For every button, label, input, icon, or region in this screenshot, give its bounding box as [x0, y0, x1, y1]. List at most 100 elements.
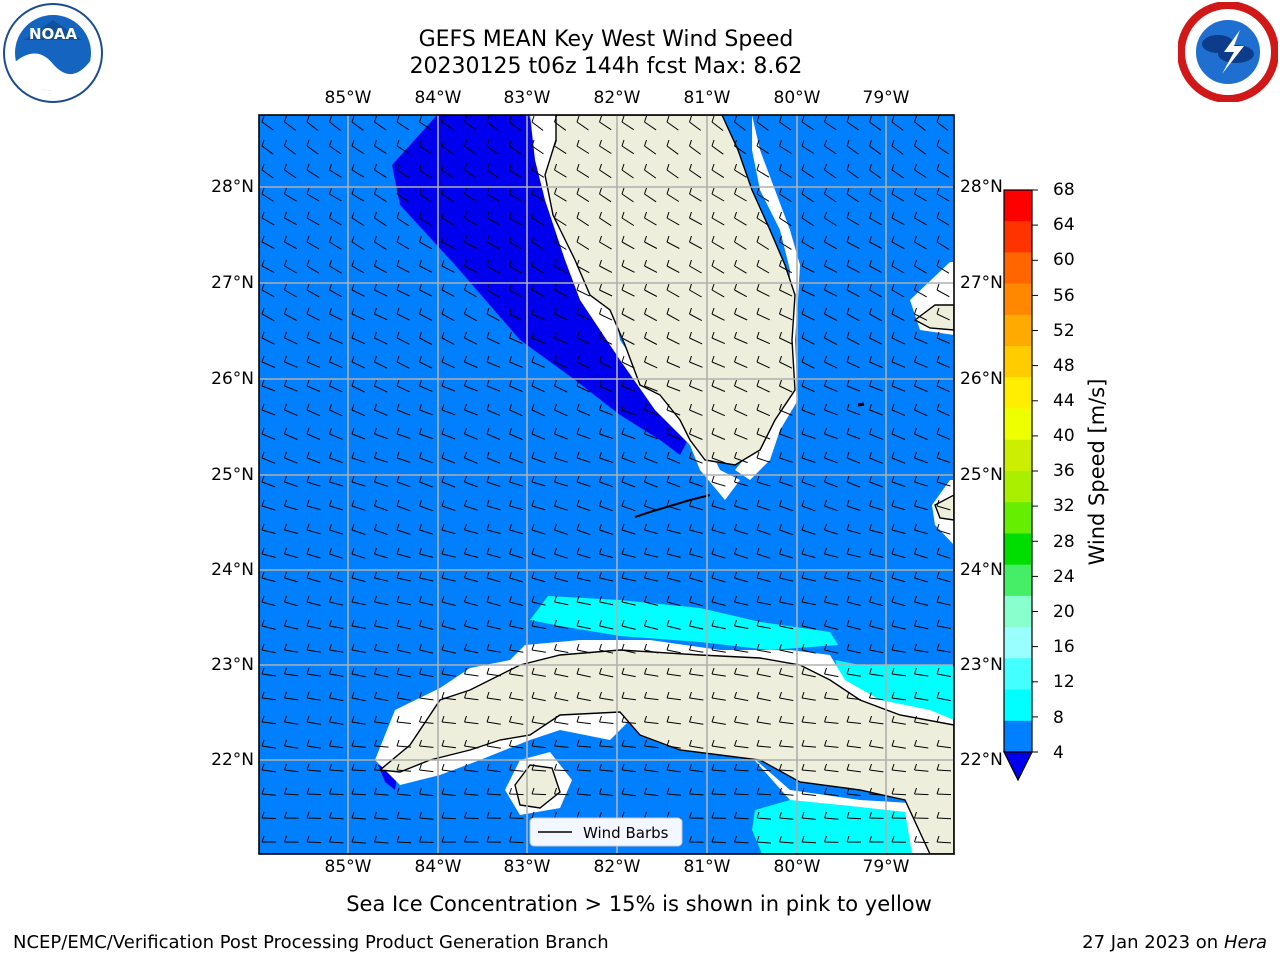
wind-barb: [464, 691, 479, 701]
wind-barb: [464, 619, 479, 630]
wind-barb: [509, 115, 521, 131]
wind-barb: [396, 283, 410, 297]
wind-barb: [441, 547, 456, 558]
wind-barb: [464, 259, 478, 274]
wind-barb: [711, 715, 726, 725]
wind-barb: [374, 331, 388, 345]
wind-barb: [599, 259, 613, 273]
wind-barb: [441, 763, 456, 773]
wind-barb: [644, 619, 659, 630]
wind-barb: [644, 235, 658, 249]
wind-barb: [419, 451, 433, 464]
wind-barb: [261, 619, 276, 630]
wind-barb: [509, 307, 523, 321]
wind-barb: [621, 379, 636, 392]
wind-barb: [621, 667, 636, 678]
wind-barb: [464, 499, 479, 511]
wind-barb: [869, 667, 884, 677]
wind-barb: [846, 283, 860, 298]
wind-barb: [554, 763, 569, 772]
wind-barb: [576, 115, 589, 131]
wind-barb: [824, 355, 838, 369]
wind-barb: [936, 715, 951, 725]
wind-barb: [756, 427, 771, 440]
wind-barb: [554, 331, 568, 345]
wind-barb: [779, 595, 794, 606]
wind-barb: [464, 283, 477, 298]
wind-barb: [374, 115, 387, 131]
wind-barb: [689, 307, 703, 322]
wind-barb: [464, 571, 479, 583]
wind-barb: [914, 691, 929, 701]
wind-barb: [509, 739, 524, 749]
wind-barb: [351, 547, 366, 559]
wind-barb: [914, 451, 928, 464]
wind-barb: [689, 283, 702, 298]
wind-barb: [824, 163, 837, 179]
wind-barb: [689, 667, 704, 677]
wind-barb: [936, 259, 950, 274]
wind-barb: [711, 571, 726, 583]
wind-barb: [396, 547, 411, 559]
wind-barb: [936, 451, 951, 464]
wind-barb: [261, 307, 275, 322]
wind-barb: [711, 643, 726, 653]
wind-barb: [599, 307, 613, 321]
wind-barb: [486, 283, 500, 298]
sea-ice-note: Sea Ice Concentration > 15% is shown in …: [346, 892, 932, 916]
wind-barb: [396, 763, 411, 772]
wind-barb: [374, 475, 388, 487]
wind-barb: [419, 811, 434, 820]
colorbar-segment: [1004, 720, 1032, 753]
wind-barb: [531, 355, 546, 369]
colorbar-segment: [1004, 252, 1032, 285]
wind-barb: [599, 739, 614, 748]
lon-label-bottom: 79°W: [862, 857, 910, 877]
wind-barb: [351, 691, 366, 702]
wind-barb: [329, 619, 344, 629]
wind-barb: [464, 139, 477, 155]
wind-barb: [261, 475, 276, 488]
wind-barb: [441, 643, 456, 654]
wind-barb: [486, 355, 501, 368]
wind-barb: [621, 427, 636, 440]
wind-barb: [531, 739, 546, 749]
wind-barb: [329, 835, 344, 844]
wind-barb: [891, 571, 906, 583]
wind-barb: [846, 691, 861, 701]
wind-barb: [711, 139, 724, 155]
wind-barb: [351, 235, 365, 250]
wind-barb: [576, 187, 590, 203]
wind-barb: [711, 835, 727, 844]
wind-barb: [351, 763, 367, 772]
wind-barb: [846, 211, 860, 226]
wind-barb: [846, 667, 861, 677]
wind-barb: [419, 595, 434, 606]
wind-barb: [464, 811, 479, 819]
wind-barb: [486, 235, 500, 250]
wind-barb: [801, 499, 816, 512]
wind-barb: [531, 787, 547, 796]
wind-barb: [801, 235, 815, 250]
wind-barb: [554, 163, 567, 178]
wind-barb: [261, 163, 274, 179]
wind-barb: [351, 571, 366, 583]
wind-barb: [936, 619, 951, 629]
wind-barb: [891, 619, 906, 630]
wind-barb: [914, 427, 928, 440]
wind-barb: [329, 715, 344, 725]
wind-barb: [576, 355, 590, 369]
wind-barb: [396, 595, 411, 606]
wind-barb: [734, 283, 748, 298]
wind-barb: [756, 211, 770, 226]
wind-barb: [644, 523, 659, 535]
wind-barb: [914, 835, 929, 844]
nws-logo-icon: [1177, 1, 1279, 103]
wind-barb: [351, 211, 365, 226]
wind-barb: [666, 139, 679, 155]
wind-barb: [869, 715, 884, 725]
wind-barb: [666, 667, 681, 677]
wind-barb: [689, 523, 704, 534]
wind-barb: [756, 667, 771, 678]
land-cuba: [378, 649, 954, 854]
